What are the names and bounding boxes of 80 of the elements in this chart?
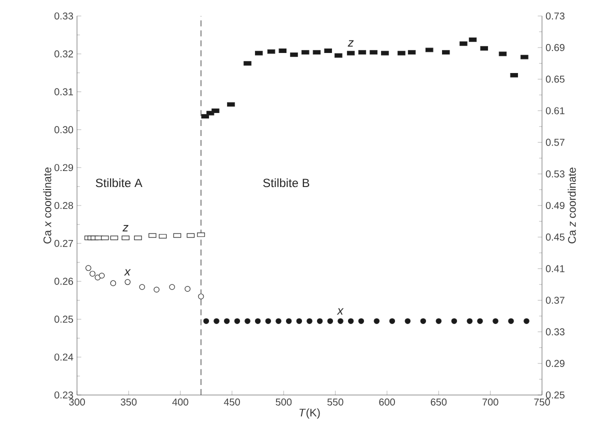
- y-tick-label: 0.24: [54, 354, 74, 361]
- point: [198, 294, 204, 300]
- y-tick-label: 0.28: [54, 202, 74, 210]
- point: [124, 279, 131, 285]
- y2-tick-label: 0.65: [546, 76, 564, 83]
- point: [154, 286, 160, 293]
- point: [348, 318, 354, 324]
- y-tick-label: 0.27: [54, 240, 73, 247]
- y2-tick-label: 0.29: [546, 360, 564, 367]
- point: [306, 318, 312, 324]
- point: [508, 318, 514, 324]
- x-tick-label: 750: [534, 398, 550, 406]
- point: [420, 318, 426, 324]
- y2-tick-label: 0.45: [546, 234, 564, 241]
- y2-tick-label: 0.37: [546, 296, 564, 304]
- point: [234, 318, 240, 324]
- x-tick-label: 300: [69, 398, 85, 406]
- point: [214, 318, 220, 324]
- point: [184, 286, 190, 292]
- point: [139, 284, 145, 290]
- point: [90, 270, 96, 277]
- x-tick-label: 400: [172, 398, 188, 406]
- y-tick-label: 0.29: [54, 164, 74, 172]
- point: [98, 272, 105, 279]
- series-label: x: [336, 308, 344, 315]
- y2-tick-label: 0.61: [546, 107, 564, 114]
- point: [358, 318, 364, 324]
- y-tick-label: 0.25: [54, 316, 74, 323]
- x-tick-label: 350: [120, 398, 137, 406]
- y-axis-title: Ca x coordinate: [43, 167, 52, 244]
- y-tick-label: 0.33: [54, 12, 74, 20]
- series-label: z: [348, 40, 354, 47]
- point: [492, 318, 498, 324]
- point: [276, 318, 282, 324]
- point: [286, 318, 292, 324]
- y2-tick-label: 0.69: [546, 44, 564, 52]
- x-tick-label: 500: [276, 398, 292, 406]
- point: [466, 318, 473, 324]
- point: [265, 318, 272, 324]
- x-axis-title: T(K): [300, 408, 320, 419]
- y2-tick-label: 0.53: [546, 170, 564, 178]
- point: [244, 318, 250, 324]
- point: [169, 284, 175, 290]
- point: [203, 318, 210, 324]
- point: [374, 318, 380, 324]
- y2-tick-label: 0.49: [546, 202, 564, 210]
- y-tick-label: 0.32: [54, 50, 73, 58]
- point: [338, 318, 344, 324]
- point: [110, 280, 116, 286]
- y2-tick-label: 0.33: [546, 328, 564, 336]
- point: [524, 318, 530, 324]
- point: [85, 265, 92, 271]
- y2-tick-label: 0.41: [546, 265, 564, 272]
- annotation: Stilbite A: [96, 178, 142, 188]
- y2-tick-label: 0.73: [546, 12, 564, 20]
- x-tick-label: 650: [430, 398, 447, 406]
- point: [436, 318, 442, 324]
- x-tick-label: 550: [327, 398, 344, 406]
- point: [451, 318, 458, 324]
- annotation: Stilbite B: [263, 178, 310, 188]
- point: [316, 318, 323, 324]
- y-tick-label: 0.23: [54, 391, 74, 399]
- series-label: x: [124, 269, 131, 276]
- x-tick-label: 600: [379, 398, 395, 406]
- point: [327, 318, 334, 324]
- y-tick-label: 0.26: [54, 278, 74, 285]
- point: [477, 318, 483, 324]
- y-tick-label: 0.31: [54, 88, 73, 96]
- y2-tick-label: 0.25: [546, 391, 564, 399]
- x-tick-label: 450: [224, 398, 240, 406]
- point: [404, 318, 411, 324]
- point: [296, 318, 302, 324]
- point: [224, 318, 230, 324]
- series-label: z: [122, 225, 128, 232]
- point: [254, 318, 261, 324]
- x-tick-label: 700: [482, 398, 498, 406]
- y-tick-label: 0.30: [54, 126, 74, 134]
- y2-axis-title: Ca z coordinate: [568, 168, 576, 244]
- y2-tick-label: 0.57: [546, 138, 564, 146]
- point: [389, 318, 396, 324]
